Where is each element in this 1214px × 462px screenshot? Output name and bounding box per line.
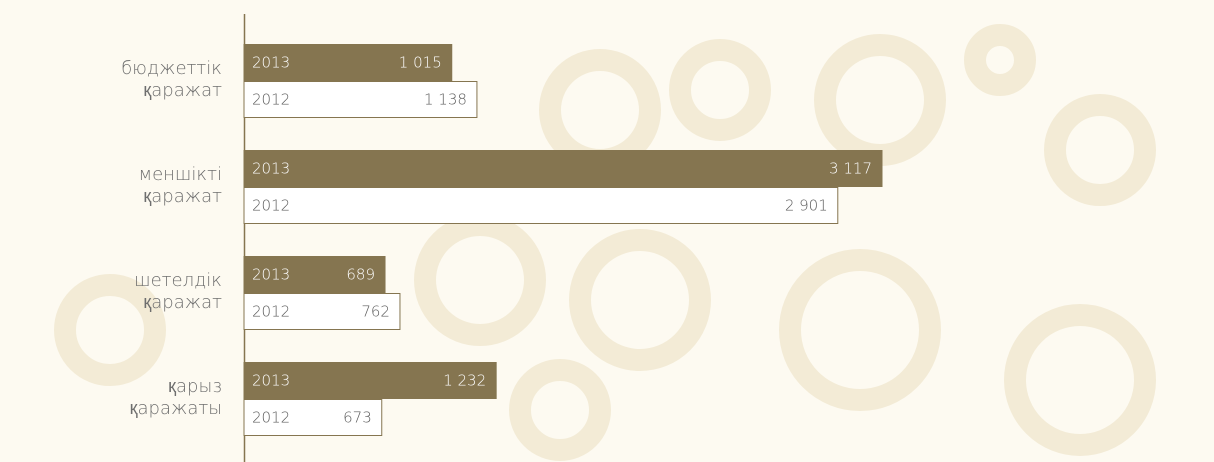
series-label: 2012	[252, 197, 290, 215]
value-label: 2 901	[785, 197, 828, 215]
category-label: шетелдік қаражат	[72, 270, 222, 314]
value-label: 1 232	[443, 372, 486, 390]
series-label: 2013	[252, 372, 290, 390]
ornament	[65, 35, 1145, 450]
category-label: меншікті қаражат	[72, 164, 222, 208]
series-label: 2012	[252, 91, 290, 109]
series-label: 2012	[252, 303, 290, 321]
bar	[244, 188, 838, 224]
category-label: қарыз қаражаты	[72, 376, 222, 420]
page: 2013 1 015 2012 1 138 2013 3 117 2012 2 901 2013…	[0, 0, 1214, 462]
series-label: 2013	[252, 160, 290, 178]
value-label: 1 015	[399, 54, 442, 72]
series-label: 2013	[252, 54, 290, 72]
value-label: 762	[361, 303, 390, 321]
series-label: 2013	[252, 266, 290, 284]
value-label: 689	[346, 266, 375, 284]
value-label: 1 138	[424, 91, 467, 109]
bar	[244, 151, 882, 187]
series-label: 2012	[252, 409, 290, 427]
value-label: 673	[343, 409, 372, 427]
value-label: 3 117	[829, 160, 872, 178]
category-label: бюджеттік қаражат	[72, 58, 222, 102]
